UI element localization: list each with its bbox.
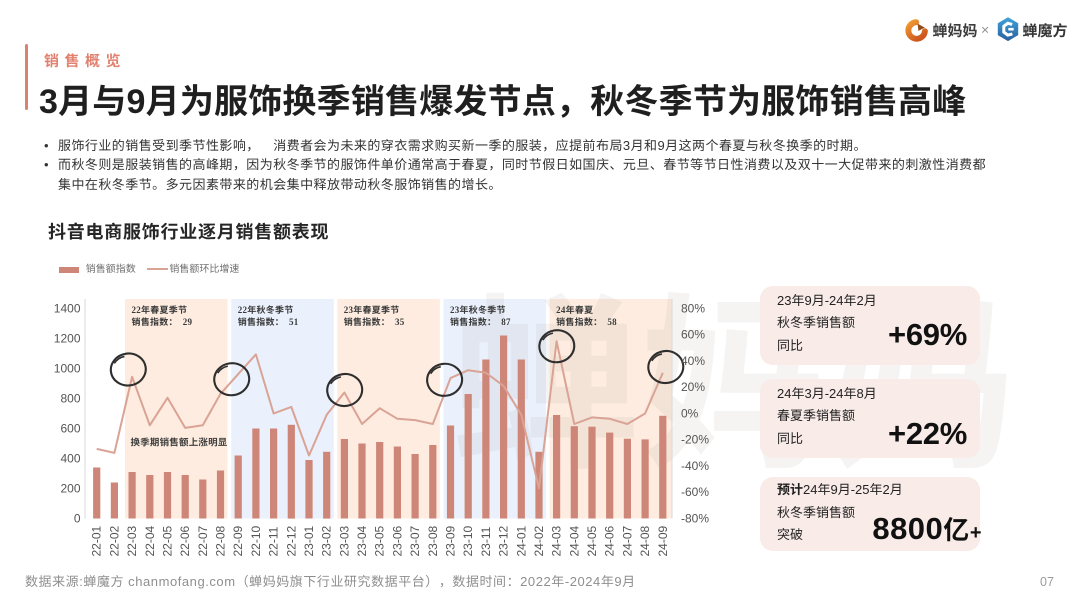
- svg-text:23-01: 23-01: [302, 525, 316, 556]
- svg-text:22-10: 22-10: [249, 525, 263, 556]
- svg-text:-40%: -40%: [681, 459, 709, 473]
- svg-text:22-01: 22-01: [90, 525, 104, 556]
- svg-text:23-06: 23-06: [390, 525, 404, 556]
- svg-text:22-03: 22-03: [125, 525, 139, 556]
- svg-text:23-07: 23-07: [408, 525, 422, 556]
- svg-text:销售指数： 87: 销售指数： 87: [450, 315, 511, 328]
- svg-text:24-06: 24-06: [603, 525, 617, 556]
- svg-text:23年春夏季节: 23年春夏季节: [344, 303, 400, 316]
- svg-text:24-08: 24-08: [638, 525, 652, 556]
- svg-text:20%: 20%: [681, 380, 705, 394]
- svg-text:销售指数： 51: 销售指数： 51: [238, 315, 299, 328]
- svg-text:200: 200: [60, 481, 80, 495]
- svg-text:23-04: 23-04: [355, 525, 369, 556]
- svg-text:销售指数： 58: 销售指数： 58: [556, 315, 617, 328]
- svg-text:22-06: 22-06: [178, 525, 192, 556]
- svg-text:22年春夏季节: 22年春夏季节: [132, 303, 188, 316]
- svg-text:×: ×: [981, 22, 989, 38]
- svg-text:23-10: 23-10: [461, 525, 475, 556]
- svg-text:24-03: 24-03: [550, 525, 564, 556]
- svg-text:24-07: 24-07: [620, 525, 634, 556]
- svg-text:23-02: 23-02: [320, 525, 334, 556]
- svg-text:24-02: 24-02: [532, 525, 546, 556]
- svg-text:22-12: 22-12: [284, 525, 298, 556]
- svg-text:22-05: 22-05: [161, 525, 175, 556]
- svg-text:600: 600: [60, 421, 80, 435]
- svg-text:1200: 1200: [54, 331, 81, 345]
- svg-text:0%: 0%: [681, 406, 699, 420]
- svg-text:23-08: 23-08: [426, 525, 440, 556]
- svg-text:蝉妈妈: 蝉妈妈: [933, 20, 978, 41]
- svg-text:24-04: 24-04: [567, 525, 581, 556]
- svg-text:23-12: 23-12: [497, 525, 511, 556]
- svg-text:22-09: 22-09: [231, 525, 245, 556]
- svg-text:40%: 40%: [681, 354, 705, 368]
- svg-text:-80%: -80%: [681, 511, 709, 525]
- svg-text:22-08: 22-08: [214, 525, 228, 556]
- svg-text:0: 0: [74, 511, 81, 525]
- svg-text:24年春夏: 24年春夏: [556, 303, 593, 316]
- svg-text:销售指数： 29: 销售指数： 29: [132, 315, 193, 328]
- svg-text:80%: 80%: [681, 301, 705, 315]
- svg-text:23-03: 23-03: [337, 525, 351, 556]
- svg-text:23-11: 23-11: [479, 526, 493, 556]
- svg-text:1400: 1400: [54, 301, 81, 315]
- svg-text:22-11: 22-11: [267, 526, 281, 556]
- svg-text:24-05: 24-05: [585, 525, 599, 556]
- svg-text:22-02: 22-02: [107, 525, 121, 556]
- svg-text:400: 400: [60, 451, 80, 465]
- svg-text:23-09: 23-09: [444, 525, 458, 556]
- svg-text:蝉魔方: 蝉魔方: [1023, 20, 1068, 41]
- svg-text:24-09: 24-09: [656, 525, 670, 556]
- svg-text:1000: 1000: [54, 361, 81, 375]
- svg-text:-60%: -60%: [681, 485, 709, 499]
- svg-text:60%: 60%: [681, 328, 705, 342]
- svg-text:22年秋冬季节: 22年秋冬季节: [238, 303, 294, 316]
- svg-text:22-07: 22-07: [196, 525, 210, 556]
- svg-text:24-01: 24-01: [514, 525, 528, 556]
- svg-text:蝉妈妈: 蝉妈妈: [452, 235, 1016, 507]
- svg-text:换季期销售额上涨明显: 换季期销售额上涨明显: [131, 435, 228, 449]
- svg-text:22-04: 22-04: [143, 525, 157, 556]
- svg-text:-20%: -20%: [681, 433, 709, 447]
- svg-text:800: 800: [60, 391, 80, 405]
- svg-text:23-05: 23-05: [373, 525, 387, 556]
- svg-text:销售指数： 35: 销售指数： 35: [344, 315, 405, 328]
- svg-text:23年秋冬季节: 23年秋冬季节: [450, 303, 506, 316]
